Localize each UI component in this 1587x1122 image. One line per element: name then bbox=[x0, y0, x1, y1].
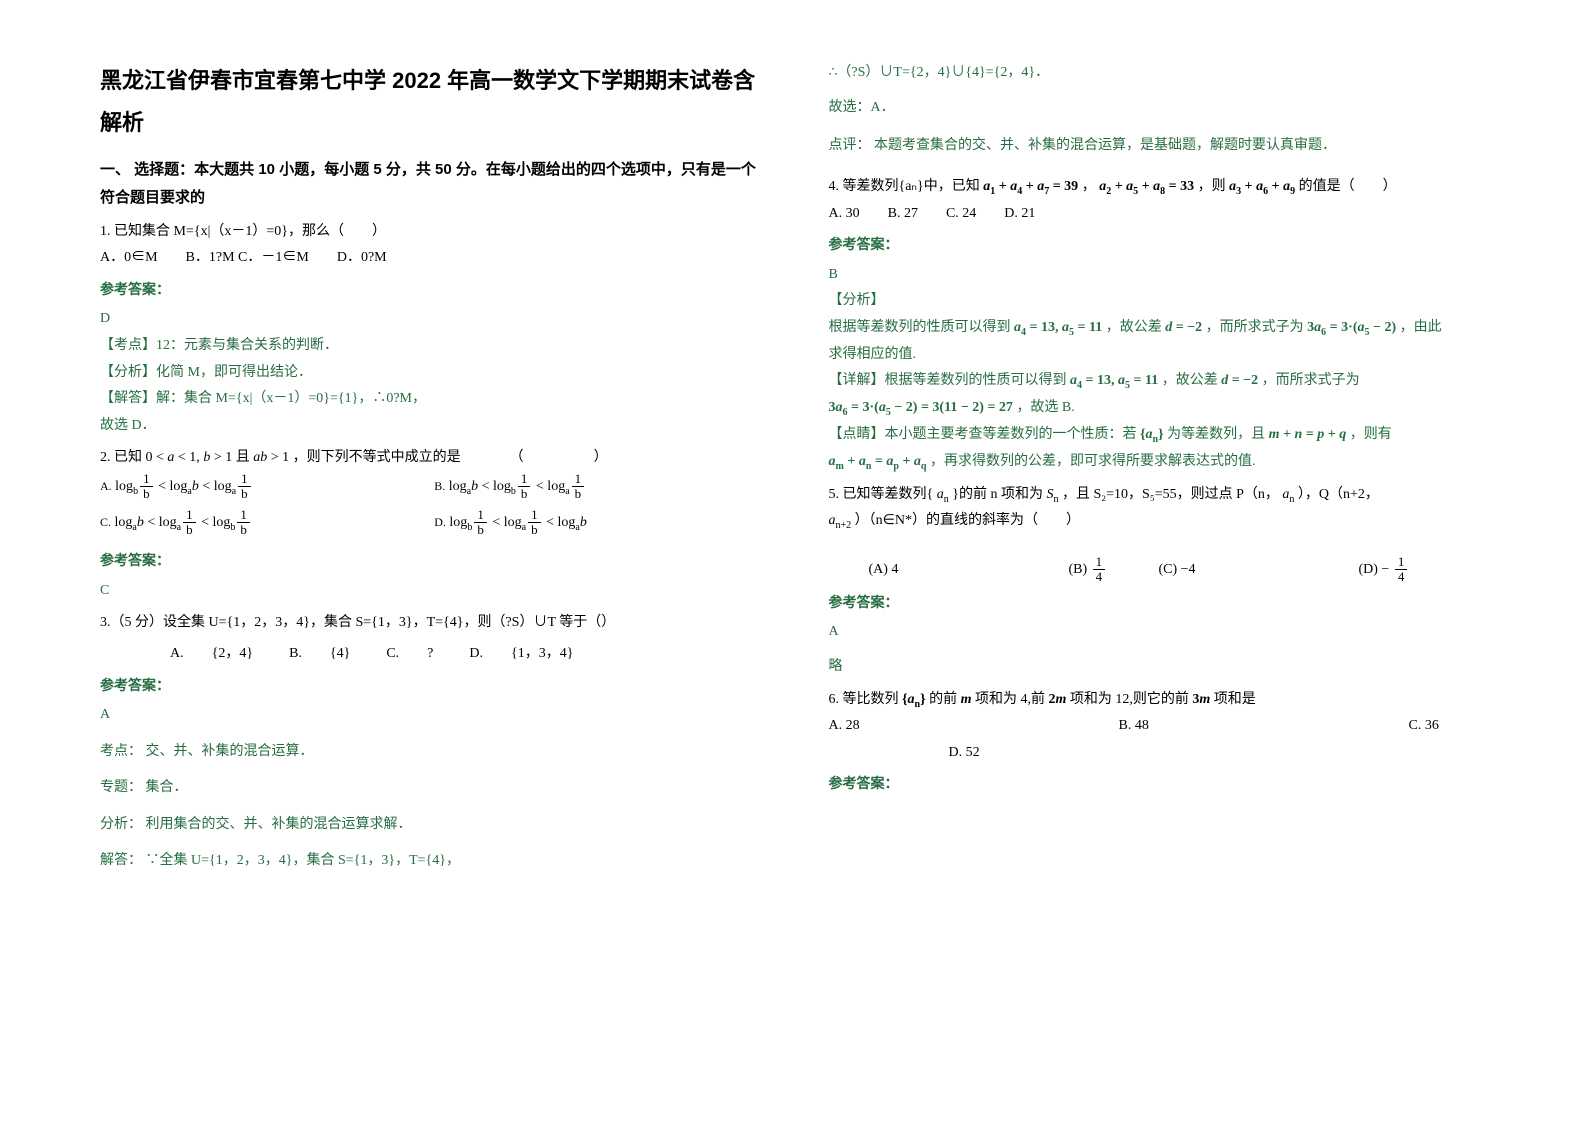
q2-stem-c: ，则下列不等式中成立的是 （ ） bbox=[293, 450, 608, 465]
q4-options: A. 30 B. 27 C. 24 D. 21 bbox=[829, 201, 1498, 228]
q1-fx: 【分析】化简 M，即可得出结论． bbox=[100, 360, 769, 387]
q3-zt: 专题： 集合． bbox=[100, 775, 769, 802]
q2-optA: A. logb1b < logab < loga1b bbox=[100, 472, 434, 502]
q1-stem: 1. 已知集合 M={x|（x－1）=0}，那么（ ） bbox=[100, 219, 769, 246]
answer-label: 参考答案： bbox=[100, 672, 769, 699]
q2-stem-a: 2. 已知 bbox=[100, 450, 142, 465]
q5-optC: (C) −4 bbox=[1159, 557, 1359, 584]
answer-label: 参考答案： bbox=[100, 276, 769, 303]
answer-label: 参考答案： bbox=[100, 547, 769, 574]
q4-xj: 【详解】根据等差数列的性质可以得到 a4 = 13, a5 = 11 ，故公差 … bbox=[829, 368, 1498, 395]
q5-stem: 5. 已知等差数列{ an }的前 n 项和为 Sn ，且 S₂=10，S₅=5… bbox=[829, 482, 1498, 536]
q2-optD: D. logb1b < loga1b < logab bbox=[434, 508, 768, 538]
q4-fx-label: 【分析】 bbox=[829, 288, 1498, 315]
q4-dj: 【点睛】本小题主要考查等差数列的一个性质：若 {an} 为等差数列，且 m + … bbox=[829, 422, 1498, 449]
q4-answer: B bbox=[829, 262, 1498, 289]
q1-answer: D bbox=[100, 306, 769, 333]
q3-jd: 解答： ∵全集 U={1，2，3，4}，集合 S={1，3}，T={4}， bbox=[100, 848, 769, 875]
q1-options: A．0∈M B．1?M C．－1∈M D．0?M bbox=[100, 245, 769, 272]
q6-optA: A. 28 bbox=[829, 713, 1119, 740]
q4-dj2: am + an = ap + aq ，再求得数列的公差，即可求得所要求解表达式的… bbox=[829, 449, 1498, 476]
q6-stem: 6. 等比数列 {an} 的前 m 项和为 4,前 2m 项和为 12,则它的前… bbox=[829, 687, 1498, 714]
q2-answer: C bbox=[100, 578, 769, 605]
exam-title: 黑龙江省伊春市宜春第七中学 2022 年高一数学文下学期期末试卷含解析 bbox=[100, 60, 769, 144]
q3-cont2: 故选：A． bbox=[829, 95, 1498, 122]
q5-answer: A bbox=[829, 619, 1498, 646]
q5-options: (A) 4 (B) 14 (C) −4 (D) − 14 bbox=[869, 555, 1498, 585]
answer-label: 参考答案： bbox=[829, 770, 1498, 797]
q5-optD: (D) − 14 bbox=[1359, 555, 1410, 585]
q3-optA: A. {2，4} bbox=[170, 641, 253, 668]
q5-optB: (B) 14 bbox=[1069, 555, 1159, 585]
q1-kd: 【考点】12：元素与集合关系的判断． bbox=[100, 333, 769, 360]
q3-stem: 3.（5 分）设全集 U={1，2，3，4}，集合 S={1，3}，T={4}，… bbox=[100, 610, 769, 637]
q3-cont3: 点评： 本题考查集合的交、并、补集的混合运算，是基础题，解题时要认真审题． bbox=[829, 133, 1498, 160]
q2-options: A. logb1b < logab < loga1b B. logab < lo… bbox=[100, 472, 769, 543]
q2-optB: B. logab < logb1b < loga1b bbox=[434, 472, 768, 502]
q2-cond1: 0 < a < 1, b > 1 bbox=[146, 450, 236, 465]
q4-fx2: 求得相应的值. bbox=[829, 342, 1498, 369]
q1-jd: 【解答】解：集合 M={x|（x－1）=0}={1}，∴0?M， bbox=[100, 386, 769, 413]
q3-optC: C. ? bbox=[386, 641, 433, 668]
left-column: 黑龙江省伊春市宜春第七中学 2022 年高一数学文下学期期末试卷含解析 一、 选… bbox=[100, 60, 769, 875]
q4-stem: 4. 等差数列{aₙ}中，已知 a1 + a4 + a7 = 39 ， a2 +… bbox=[829, 174, 1498, 201]
q6-optC: C. 36 bbox=[1409, 713, 1439, 740]
q6-options-row1: A. 28 B. 48 C. 36 bbox=[829, 713, 1498, 740]
q3-fx: 分析： 利用集合的交、并、补集的混合运算求解． bbox=[100, 812, 769, 839]
q3-optB: B. {4} bbox=[289, 641, 350, 668]
q6-optB: B. 48 bbox=[1119, 713, 1409, 740]
q3-kd: 考点： 交、并、补集的混合运算． bbox=[100, 739, 769, 766]
answer-label: 参考答案： bbox=[829, 589, 1498, 616]
q4-fx1: 根据等差数列的性质可以得到 a4 = 13, a5 = 11 ，故公差 d = … bbox=[829, 315, 1498, 342]
q3-answer: A bbox=[100, 702, 769, 729]
q2-optC: C. logab < loga1b < logb1b bbox=[100, 508, 434, 538]
answer-label: 参考答案： bbox=[829, 231, 1498, 258]
q3-cont1: ∴（?S）∪T={2，4}∪{4}={2，4}． bbox=[829, 60, 1498, 87]
q5-optA: (A) 4 bbox=[869, 557, 1069, 584]
q6-optD: D. 52 bbox=[949, 740, 1498, 767]
q2-stem: 2. 已知 0 < a < 1, b > 1 且 ab > 1 ，则下列不等式中… bbox=[100, 445, 769, 472]
q1-sel: 故选 D． bbox=[100, 413, 769, 440]
q5-lue: 略 bbox=[829, 654, 1498, 681]
q2-cond2: ab > 1 bbox=[253, 450, 292, 465]
right-column: ∴（?S）∪T={2，4}∪{4}={2，4}． 故选：A． 点评： 本题考查集… bbox=[829, 60, 1498, 875]
q4-xj2: 3a6 = 3·(a5 − 2) = 3(11 − 2) = 27 ，故选 B. bbox=[829, 395, 1498, 422]
q2-stem-b: 且 bbox=[236, 450, 250, 465]
q3-options: A. {2，4} B. {4} C. ? D. {1，3，4} bbox=[170, 641, 769, 668]
section1-header: 一、 选择题：本大题共 10 小题，每小题 5 分，共 50 分。在每小题给出的… bbox=[100, 156, 769, 213]
q3-optD: D. {1，3，4} bbox=[469, 641, 573, 668]
